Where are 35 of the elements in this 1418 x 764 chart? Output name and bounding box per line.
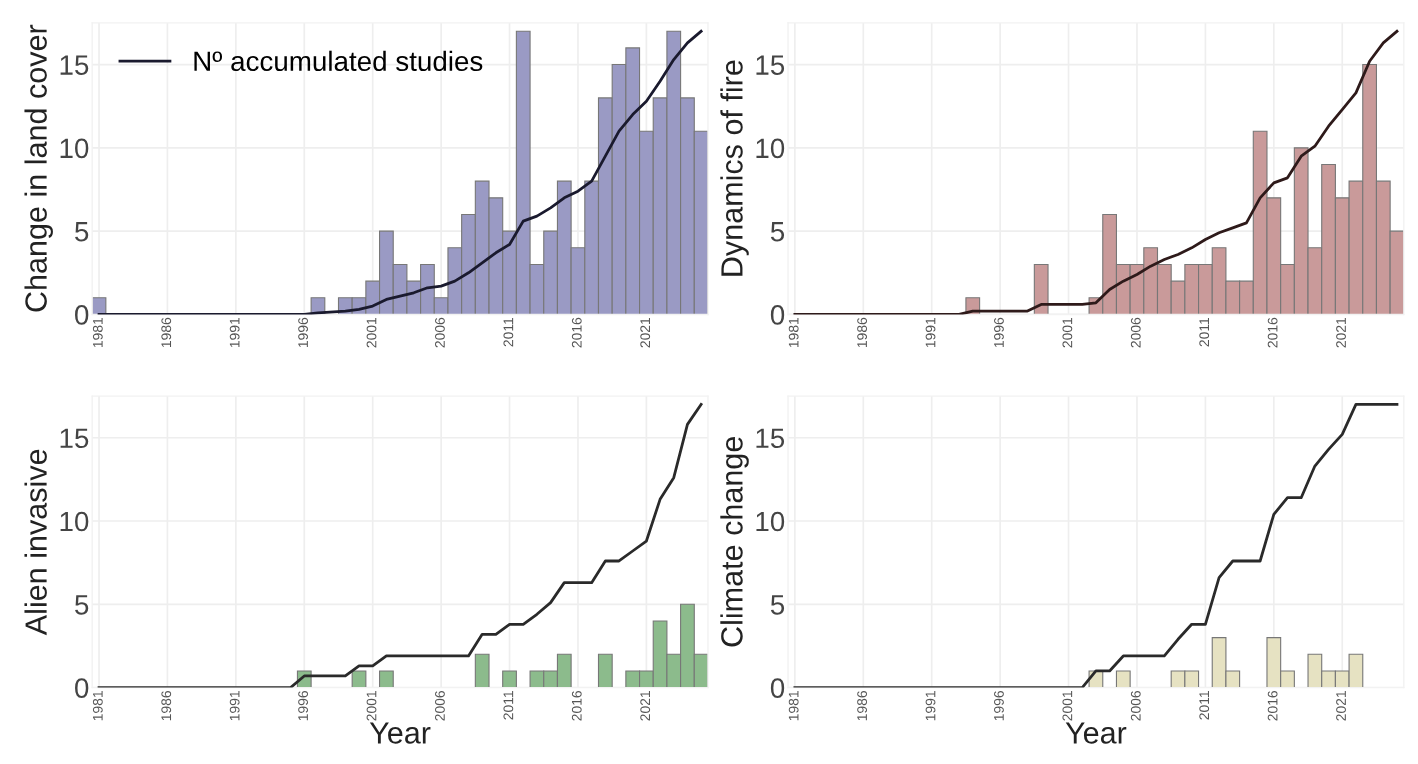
- y-tick-label: 15: [756, 55, 785, 75]
- x-axis-title: Year: [1065, 722, 1127, 744]
- bar: [474, 653, 490, 688]
- y-axis-title: Climate change: [720, 437, 749, 647]
- bar: [1033, 263, 1049, 315]
- y-tick-label: 15: [60, 55, 89, 75]
- y-tick-label: 5: [770, 595, 785, 615]
- y-tick-label: 15: [756, 428, 785, 449]
- y-tick-label: 5: [75, 222, 89, 242]
- y-tick-label: 0: [770, 678, 785, 698]
- y-tick-label: 10: [756, 511, 785, 532]
- bar: [92, 297, 107, 315]
- bar: [351, 670, 367, 688]
- bar: [378, 670, 394, 688]
- line-series: [793, 403, 1399, 688]
- y-tick-label: 10: [60, 138, 89, 159]
- y-axis-title: Change in land cover: [24, 24, 53, 312]
- y-tick-label: 5: [75, 595, 89, 615]
- bar: [1115, 670, 1131, 688]
- line-series: [793, 29, 1399, 315]
- x-axis-title: Year: [369, 722, 431, 744]
- y-tick-label: 5: [770, 222, 785, 242]
- y-tick-label: 10: [60, 511, 89, 532]
- bar: [502, 670, 517, 688]
- y-axis-title: Alien invasive: [24, 449, 47, 636]
- bar: [597, 653, 613, 688]
- y-tick-label: 0: [770, 305, 785, 325]
- legend-label: Nº accumulated studies: [194, 50, 483, 72]
- y-axis-title: Dynamics of fire: [720, 60, 749, 276]
- y-tick-label: 10: [756, 138, 785, 159]
- y-tick-label: 0: [75, 305, 89, 325]
- line-series: [97, 403, 703, 688]
- y-tick-label: 0: [75, 678, 89, 698]
- line-series: [97, 29, 703, 315]
- y-tick-label: 15: [60, 428, 89, 449]
